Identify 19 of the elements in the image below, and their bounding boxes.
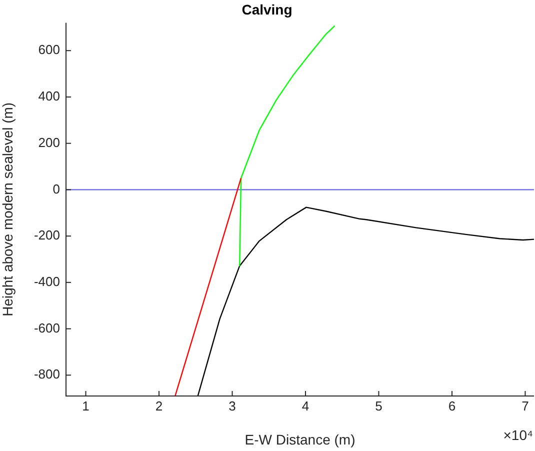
y-tick-label: -400 xyxy=(34,274,60,289)
x-tick-label: 2 xyxy=(155,398,163,414)
text: ×10⁴ xyxy=(503,426,533,443)
x-tick-label: 6 xyxy=(448,398,456,414)
x-axis-title: E-W Distance (m) xyxy=(244,431,356,448)
chart-title: Calving xyxy=(242,1,292,18)
x-tick-label: 1 xyxy=(82,398,90,414)
y-tick-label: 0 xyxy=(52,181,60,196)
y-tick-label: -600 xyxy=(34,320,60,336)
y-tick-label: 600 xyxy=(38,42,60,58)
y-tick-label: -800 xyxy=(34,366,60,382)
x-tick-label: 5 xyxy=(375,398,382,414)
y-axis-title: Height above modern sealevel (m) xyxy=(0,102,16,316)
x-tick-label: 4 xyxy=(302,398,310,414)
y-tick-label: 400 xyxy=(38,88,60,104)
y-tick-label: -200 xyxy=(34,228,60,243)
x-tick-label: 3 xyxy=(228,398,236,414)
y-tick-label: 200 xyxy=(38,134,60,150)
x-tick-label: 7 xyxy=(522,398,529,414)
